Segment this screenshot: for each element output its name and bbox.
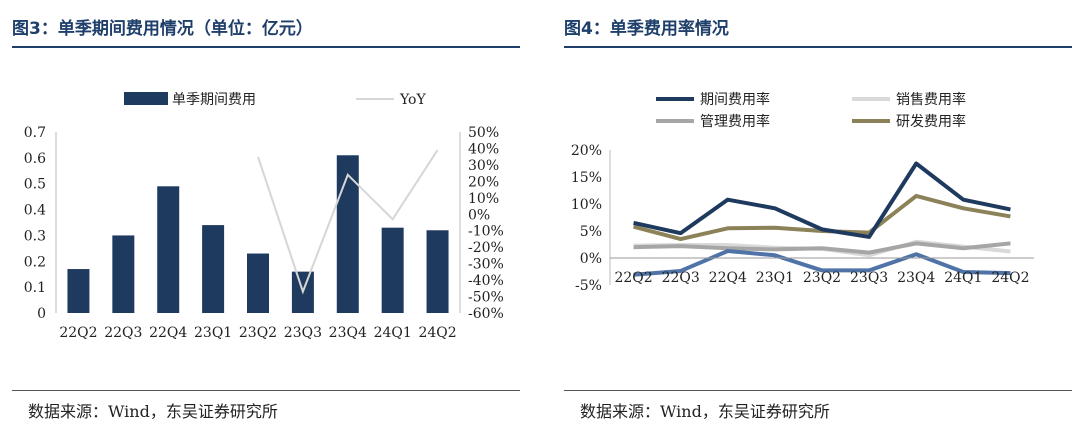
x-tick-label: 23Q3 (284, 325, 322, 341)
right-y-tick-label: 10% (468, 191, 499, 207)
right-source-note: 数据来源：Wind，东吴证券研究所 (580, 402, 830, 421)
right-chart: 20% 15% 10% 5% 0% -5% 22Q2 22Q3 22Q4 23Q1 23Q2 23Q3… (571, 91, 1034, 294)
yoy-line (257, 149, 439, 295)
legend-label: 管理费用率 (700, 113, 770, 130)
unlabeled-series-line (633, 248, 1011, 277)
series-line-3 (633, 193, 1011, 242)
left-source-note: 数据来源：Wind，东吴证券研究所 (28, 402, 278, 421)
y-tick-label: -5% (575, 278, 602, 294)
left-source-rule (12, 390, 520, 391)
x-tick-label: 23Q4 (897, 270, 935, 286)
legend-label-yoy: YoY (399, 92, 426, 108)
x-tick-label: 23Q1 (194, 325, 232, 341)
left-y-tick-label: 0.3 (24, 228, 46, 244)
right-y-tick-label: -20% (468, 240, 504, 256)
x-tick-label: 22Q3 (104, 325, 142, 341)
right-y-tick-label: -10% (468, 224, 504, 240)
left-y-tick-label: 0.4 (24, 203, 46, 219)
x-tick-label: 23Q3 (850, 270, 888, 286)
right-y-tick-label: 30% (468, 158, 499, 174)
left-title-rule (12, 46, 520, 48)
y-tick-label: 5% (580, 224, 602, 240)
right-y-tick-label: 50% (468, 125, 499, 141)
series-line-2 (633, 241, 1011, 255)
right-y-tick-label: 20% (468, 174, 499, 190)
right-y-tick-label: -40% (468, 273, 504, 289)
x-tick-label: 23Q4 (329, 325, 367, 341)
expense-bar (112, 235, 135, 313)
right-source-rule (564, 390, 1072, 391)
y-tick-label: 0% (580, 251, 602, 267)
right-y-tick-label: -50% (468, 290, 504, 306)
x-tick-label: 22Q4 (709, 270, 747, 286)
legend-label: 销售费用率 (896, 91, 966, 108)
left-figure-title: 图3：单季期间费用情况（单位：亿元） (12, 19, 313, 39)
right-y-tick-label: 0% (468, 207, 490, 223)
x-tick-label: 24Q1 (374, 325, 412, 341)
right-y-tick-label: 40% (468, 141, 499, 157)
expense-bar (336, 155, 359, 313)
expense-bar (381, 227, 404, 313)
x-tick-label: 24Q1 (944, 270, 982, 286)
right-y-tick-label: -30% (468, 257, 504, 273)
left-y-tick-label: 0.7 (24, 125, 46, 141)
legend-label: 期间费用率 (700, 91, 770, 108)
expense-bar (426, 230, 449, 313)
left-y-tick-label: 0.1 (24, 280, 46, 296)
expense-bar (202, 225, 225, 313)
x-tick-label: 22Q2 (614, 270, 652, 286)
expense-bar (67, 269, 90, 313)
left-figure-panel: 图3：单季期间费用情况（单位：亿元） 0 0.1 0.2 0.3 0.4 0.5 0.6 0.… (0, 0, 528, 432)
y-tick-label: 10% (571, 197, 602, 213)
x-tick-label: 22Q4 (149, 325, 187, 341)
left-chart: 00.10.20.30.40.50.60.7 50%40%30%20%10%0%-… (24, 92, 504, 341)
x-tick-label: 24Q2 (418, 325, 456, 341)
left-y-tick-label: 0.6 (24, 151, 46, 167)
left-y-tick-label: 0.2 (24, 254, 46, 270)
x-tick-label: 22Q3 (662, 270, 700, 286)
legend-swatch-expense (124, 92, 168, 105)
legend-label-expense: 单季期间费用 (172, 92, 256, 108)
x-tick-label: 22Q2 (59, 325, 97, 341)
right-figure-panel: 图4：单季费用率情况 20% 15% 10% 5% 0% -5% 22Q2 22Q3 22Q4 2… (552, 0, 1080, 432)
y-tick-label: 15% (571, 170, 602, 186)
x-tick-label: 23Q2 (239, 325, 277, 341)
x-tick-label: 24Q2 (991, 270, 1029, 286)
expense-bar (157, 186, 180, 313)
right-y-tick-label: -60% (468, 306, 504, 322)
right-title-rule (564, 46, 1072, 48)
legend-label: 研发费用率 (896, 113, 966, 130)
x-tick-label: 23Q2 (803, 270, 841, 286)
series-line-0 (633, 161, 1011, 239)
left-y-tick-label: 0 (37, 306, 46, 322)
left-y-tick-label: 0.5 (24, 177, 46, 193)
right-figure-title: 图4：单季费用率情况 (564, 19, 729, 39)
x-tick-label: 23Q1 (756, 270, 794, 286)
expense-bar (247, 253, 269, 313)
y-tick-label: 20% (571, 143, 602, 159)
